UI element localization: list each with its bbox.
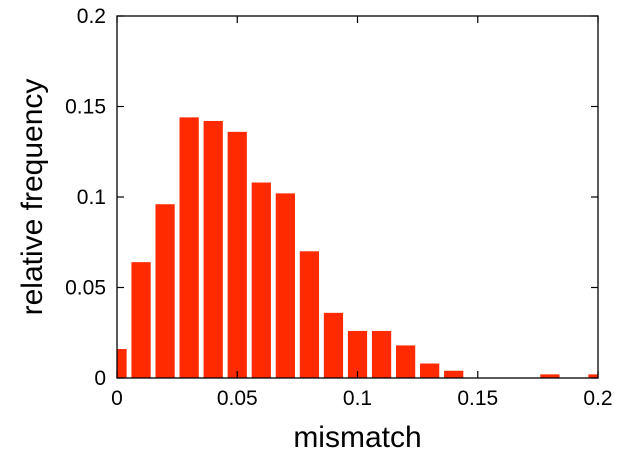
bar-7 xyxy=(275,193,295,378)
bar-6 xyxy=(251,182,271,378)
bar-4 xyxy=(203,120,223,378)
bar-0 xyxy=(117,349,127,378)
y-tick-label-3: 0.15 xyxy=(65,96,106,119)
y-tick-label-4: 0.2 xyxy=(77,5,106,28)
y-tick-label-1: 0.05 xyxy=(65,277,106,300)
bar-9 xyxy=(323,312,344,378)
x-tick-label-4: 0.2 xyxy=(583,387,612,410)
bars-group xyxy=(117,117,598,379)
bar-14 xyxy=(444,370,464,378)
bar-1 xyxy=(131,262,151,378)
bar-11 xyxy=(371,330,392,378)
bar-3 xyxy=(179,117,199,379)
ticks-group: 0 0.05 0.1 0.15 0.2 0 0.05 0.1 0.15 0.2 xyxy=(65,5,612,410)
x-tick-label-1: 0.05 xyxy=(217,387,258,410)
x-tick-label-0: 0 xyxy=(111,387,123,410)
bar-8 xyxy=(299,251,320,378)
bar-20 xyxy=(588,374,598,378)
bar-2 xyxy=(155,204,175,378)
y-axis-title: relative frequency xyxy=(16,79,49,316)
bar-13 xyxy=(420,363,440,378)
bar-18 xyxy=(540,374,560,378)
bar-12 xyxy=(395,345,416,378)
y-tick-label-0: 0 xyxy=(94,367,106,390)
x-tick-label-2: 0.1 xyxy=(343,387,372,410)
x-tick-label-3: 0.15 xyxy=(457,387,498,410)
bar-10 xyxy=(347,330,368,378)
y-tick-label-2: 0.1 xyxy=(77,186,106,209)
bar-5 xyxy=(227,131,247,378)
x-axis-title: mismatch xyxy=(293,421,421,453)
